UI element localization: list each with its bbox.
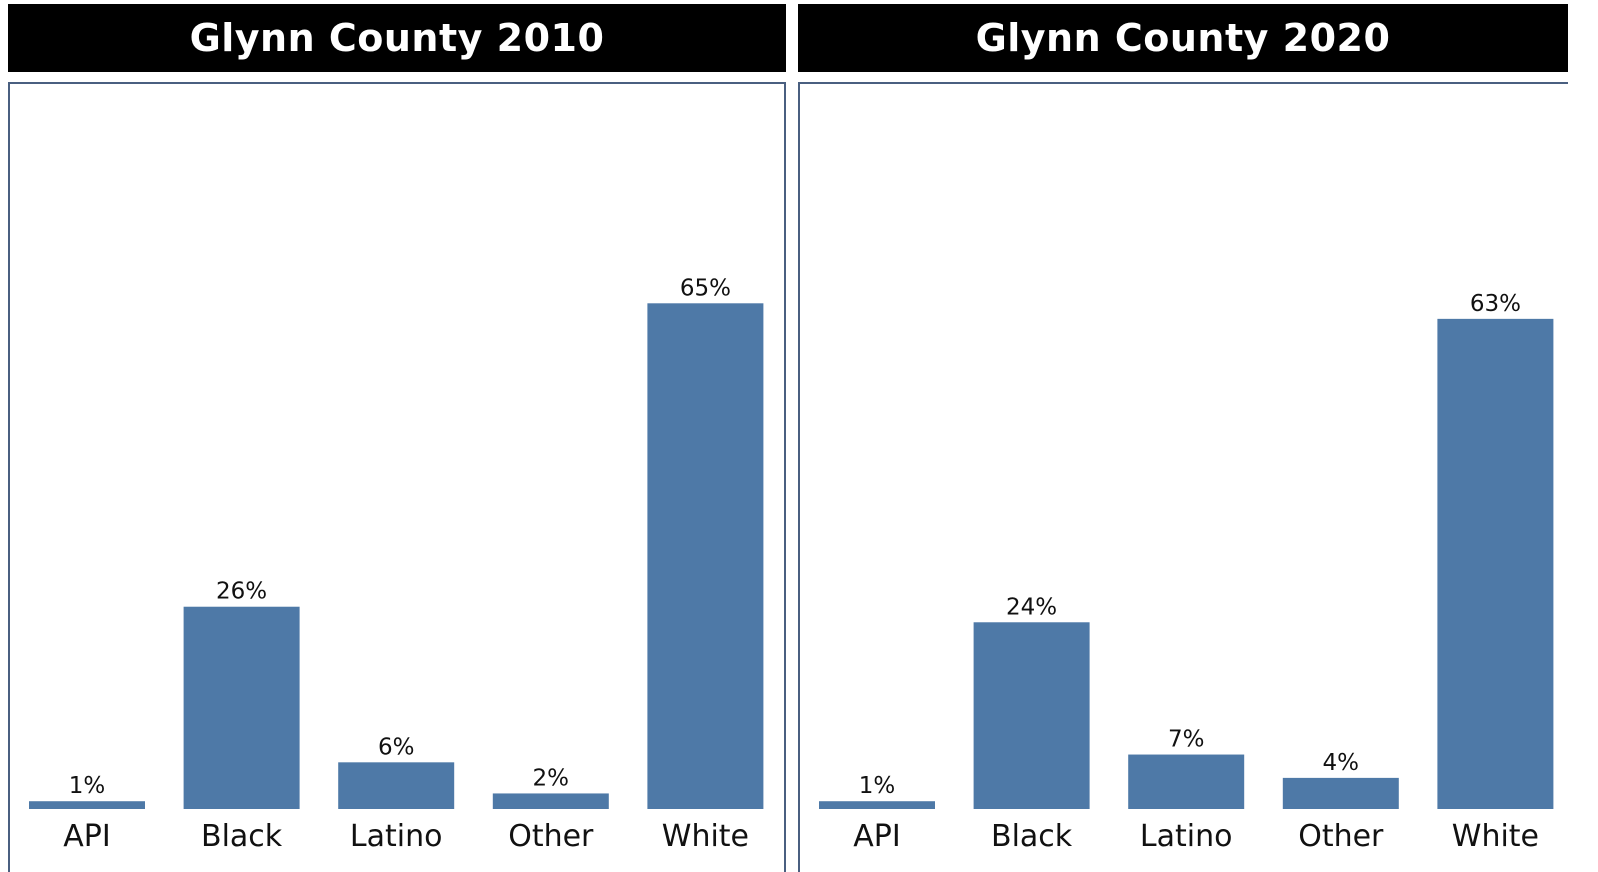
data-label-other: 2% [533,765,570,791]
data-label-white: 65% [680,275,731,301]
data-label-api: 1% [69,773,106,799]
x-tick-label-latino: Latino [1140,819,1233,854]
bar-latino [1128,754,1245,809]
data-label-latino: 7% [1168,727,1205,753]
chart-panel-2010: Glynn County 2010 1% API 26% Black 6% Latino 2… [8,4,786,872]
x-tick-label-black: Black [991,819,1073,854]
bar-api [819,801,935,809]
chart-title: Glynn County 2020 [798,4,1568,72]
x-tick-label-other: Other [508,819,594,854]
data-label-black: 26% [216,579,267,605]
bar-black [973,622,1090,809]
bar-other [492,793,609,809]
x-tick-label-white: White [1452,819,1539,854]
bar-api [29,801,145,809]
x-tick-label-latino: Latino [350,819,443,854]
bar-black [183,606,300,809]
chart-title: Glynn County 2010 [8,4,786,72]
bar-white [647,303,764,809]
bar-chart-2010: 1% API 26% Black 6% Latino 2% Other 65% White [29,275,764,854]
x-tick-label-white: White [662,819,749,854]
data-label-black: 24% [1006,594,1057,620]
x-tick-label-black: Black [201,819,283,854]
x-tick-label-api: API [63,819,110,854]
data-label-white: 63% [1470,291,1521,317]
x-tick-label-other: Other [1298,819,1384,854]
bar-white [1437,318,1554,809]
bar-other [1282,777,1399,809]
chart-panel-2020: Glynn County 2020 1% API 24% Black 7% Latino 4… [798,4,1568,872]
data-label-api: 1% [859,773,896,799]
x-tick-label-api: API [853,819,900,854]
chart-frame [8,82,786,872]
data-label-other: 4% [1323,750,1360,776]
data-label-latino: 6% [378,734,415,760]
chart-frame [798,82,1568,872]
bar-latino [338,762,455,809]
bar-chart-2020: 1% API 24% Black 7% Latino 4% Other 63% White [819,291,1554,854]
